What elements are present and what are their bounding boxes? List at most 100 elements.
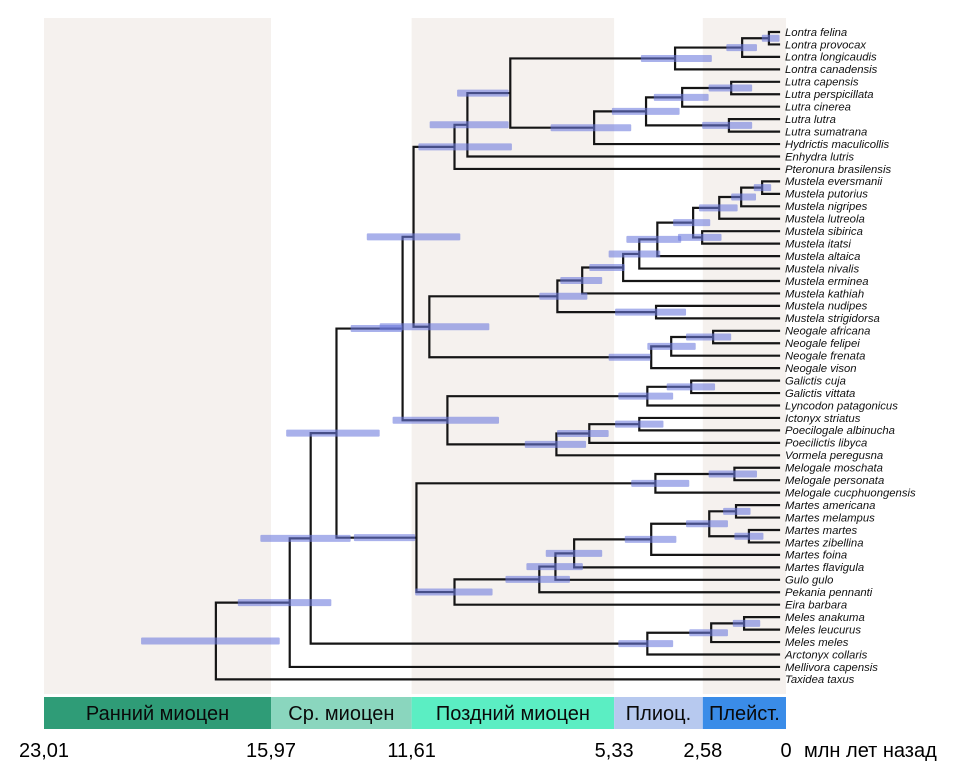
taxon-label: Pteronura brasilensis: [785, 164, 891, 176]
node-age-bar: [734, 532, 764, 540]
taxon-label: Hydrictis maculicollis: [785, 139, 890, 151]
taxon-label: Mellivora capensis: [785, 662, 878, 674]
node-age-bar: [626, 235, 682, 243]
epoch-legend-swatch: [702, 697, 786, 729]
node-age-bar: [624, 535, 677, 543]
node-age-bar: [141, 637, 280, 645]
taxon-label: Martes flavigula: [785, 562, 864, 574]
taxon-label: Mustela sibirica: [785, 226, 863, 238]
taxon-label: Mustela nudipes: [785, 301, 868, 313]
taxon-label: Pekania pennanti: [785, 587, 873, 599]
node-age-bar: [608, 353, 651, 361]
node-age-bar: [557, 430, 609, 438]
node-age-bar: [698, 204, 738, 212]
taxon-label: Mustela erminea: [785, 276, 869, 288]
taxon-label: Eira barbara: [785, 600, 847, 612]
taxon-label: Galictis vittata: [785, 388, 855, 400]
epoch-legend-label: Ранний миоцен: [86, 703, 229, 725]
epoch-legend-swatch: [271, 697, 412, 729]
taxon-label: Neogale frenata: [785, 351, 865, 363]
node-age-bar: [505, 575, 570, 583]
taxon-label: Melogale personata: [785, 475, 884, 487]
taxon-label: Martes americana: [785, 500, 875, 512]
node-age-bar: [611, 107, 680, 115]
epoch-legend-label: Плейст.: [709, 703, 780, 725]
node-age-bar: [732, 619, 761, 627]
node-age-bar: [686, 520, 728, 528]
node-age-bar: [689, 629, 728, 637]
taxon-label: Neogale africana: [785, 326, 870, 338]
taxon-label: Mustela strigidorsa: [785, 313, 880, 325]
taxon-label: Martes melampus: [785, 512, 875, 524]
epoch-legend-swatch: [44, 697, 272, 729]
taxon-label: Martes foina: [785, 550, 847, 562]
node-age-bar: [761, 34, 780, 42]
taxon-label: Mustela itatsi: [785, 238, 851, 250]
epoch-legend-label: Поздний миоцен: [436, 703, 590, 725]
epoch-legend-swatch: [614, 697, 703, 729]
node-age-bar: [237, 599, 332, 607]
taxon-label: Melogale moschata: [785, 463, 883, 475]
node-age-bar: [618, 640, 674, 648]
time-axis-unit-label: млн лет назад: [804, 740, 937, 762]
taxon-label: Lontra canadensis: [785, 64, 878, 76]
node-age-bar: [550, 124, 632, 132]
node-age-bar: [677, 233, 722, 241]
node-age-bar: [608, 250, 661, 258]
node-age-bar: [415, 588, 493, 596]
taxon-label: Lontra felina: [785, 27, 847, 39]
time-axis: 23,01 15,97 11,61 5,33 2,58 0 млн лет назад: [19, 740, 937, 762]
time-tick-label: 0: [780, 740, 791, 762]
node-age-bar: [753, 184, 772, 192]
time-tick-label: 15,97: [246, 740, 296, 762]
node-age-bar: [457, 89, 509, 97]
taxon-label: Meles meles: [785, 637, 849, 649]
taxon-label: Lontra longicaudis: [785, 52, 877, 64]
node-age-bar: [708, 470, 757, 478]
node-age-bar: [726, 44, 757, 52]
taxon-label: Martes zibellina: [785, 537, 863, 549]
taxon-label: Mustela putorius: [785, 189, 868, 201]
node-age-bar: [702, 121, 753, 129]
node-age-bar: [353, 534, 416, 542]
node-age-bar: [539, 292, 588, 300]
node-age-bar: [708, 84, 753, 92]
node-age-bar: [379, 323, 490, 331]
taxon-label: Neogale vison: [785, 363, 857, 375]
taxon-label: Melogale cucphuongensis: [785, 487, 916, 499]
node-age-bar: [653, 93, 709, 101]
node-age-bar: [615, 308, 687, 316]
node-age-bar: [618, 392, 674, 400]
taxon-label: Neogale felipei: [785, 338, 860, 350]
taxon-label: Mustela eversmanii: [785, 176, 883, 188]
taxon-label: Arctonyx collaris: [784, 649, 868, 661]
node-age-bar: [545, 549, 603, 557]
node-age-bar: [723, 507, 751, 515]
time-tick-label: 2,58: [683, 740, 722, 762]
epoch-legend-swatch: [411, 697, 615, 729]
node-age-bar: [647, 342, 696, 350]
taxon-label: Enhydra lutris: [785, 151, 854, 163]
node-age-bar: [418, 143, 512, 151]
taxon-label: Mustela nigripes: [785, 201, 868, 213]
taxon-label: Mustela nivalis: [785, 263, 859, 275]
taxon-label: Poecilictis libyca: [785, 438, 867, 450]
taxon-label: Lutra capensis: [785, 77, 859, 89]
node-age-bar: [366, 233, 461, 241]
taxon-label: Lontra provocax: [785, 39, 866, 51]
taxon-label: Taxidea taxus: [785, 674, 855, 686]
taxon-label: Lutra lutra: [785, 114, 836, 126]
time-tick-label: 11,61: [387, 740, 436, 762]
node-age-bar: [666, 383, 716, 391]
node-age-bar: [560, 276, 603, 284]
node-age-bar: [260, 534, 351, 542]
taxon-label: Lutra perspicillata: [785, 89, 874, 101]
node-age-bar: [615, 420, 664, 428]
node-age-bar: [631, 479, 690, 487]
epoch-legend-label: Плиоц.: [626, 703, 691, 725]
node-age-bar: [524, 440, 587, 448]
epoch-band: [44, 18, 272, 694]
